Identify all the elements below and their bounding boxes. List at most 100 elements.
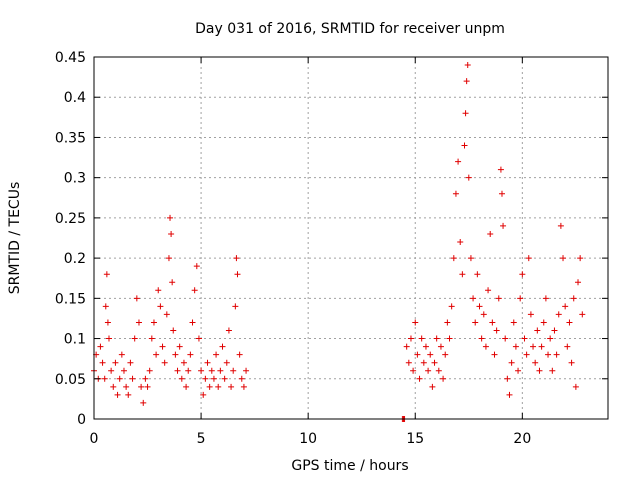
data-point bbox=[480, 311, 487, 318]
data-point bbox=[176, 343, 183, 350]
data-point bbox=[470, 295, 477, 302]
y-tick-label: 0.1 bbox=[64, 332, 86, 348]
data-point bbox=[414, 351, 421, 358]
data-point bbox=[504, 375, 511, 382]
data-point bbox=[566, 319, 573, 326]
x-tick-label: 20 bbox=[513, 431, 531, 447]
x-axis-label: GPS time / hours bbox=[291, 458, 408, 474]
data-point bbox=[517, 295, 524, 302]
data-point bbox=[131, 335, 138, 342]
data-point bbox=[97, 343, 104, 350]
data-point bbox=[525, 255, 532, 262]
data-point bbox=[530, 343, 537, 350]
data-point bbox=[210, 375, 217, 382]
data-point bbox=[167, 214, 174, 221]
data-point bbox=[150, 319, 157, 326]
data-point bbox=[407, 335, 414, 342]
data-point bbox=[403, 343, 410, 350]
data-point bbox=[450, 255, 457, 262]
y-tick-label: 0.15 bbox=[55, 291, 86, 307]
data-point bbox=[545, 351, 552, 358]
data-point bbox=[485, 287, 492, 294]
y-tick-label: 0.35 bbox=[55, 130, 86, 146]
data-point bbox=[491, 351, 498, 358]
data-point bbox=[455, 158, 462, 165]
data-point bbox=[440, 375, 447, 382]
data-point bbox=[422, 343, 429, 350]
data-point bbox=[476, 303, 483, 310]
data-point bbox=[540, 319, 547, 326]
data-point bbox=[223, 359, 230, 366]
data-point bbox=[135, 319, 142, 326]
data-point bbox=[169, 279, 176, 286]
data-point bbox=[459, 271, 466, 278]
data-point bbox=[104, 319, 111, 326]
data-point bbox=[174, 367, 181, 374]
y-tick-label: 0.05 bbox=[55, 372, 86, 388]
data-point bbox=[429, 383, 436, 390]
grid bbox=[94, 57, 608, 419]
data-point bbox=[506, 391, 513, 398]
data-point bbox=[564, 343, 571, 350]
data-point bbox=[230, 367, 237, 374]
data-point bbox=[102, 303, 109, 310]
x-tick-label: 15 bbox=[406, 431, 424, 447]
data-point bbox=[568, 359, 575, 366]
data-point bbox=[161, 359, 168, 366]
data-point bbox=[140, 399, 147, 406]
data-point bbox=[178, 375, 185, 382]
data-point bbox=[523, 351, 530, 358]
data-point bbox=[497, 166, 504, 173]
data-point bbox=[198, 367, 205, 374]
data-point bbox=[418, 335, 425, 342]
data-point bbox=[206, 383, 213, 390]
data-point bbox=[159, 343, 166, 350]
data-point bbox=[527, 311, 534, 318]
data-point bbox=[146, 367, 153, 374]
data-point bbox=[457, 239, 464, 246]
data-point bbox=[172, 351, 179, 358]
chart-title: Day 031 of 2016, SRMTID for receiver unp… bbox=[195, 21, 505, 37]
data-point bbox=[538, 343, 545, 350]
data-point bbox=[133, 295, 140, 302]
y-tick-label: 0.25 bbox=[55, 211, 86, 227]
data-point bbox=[437, 343, 444, 350]
data-point bbox=[410, 367, 417, 374]
data-point bbox=[512, 343, 519, 350]
data-point bbox=[495, 295, 502, 302]
x-tick-label: 5 bbox=[197, 431, 206, 447]
axis-ticks: 0 0.05 0.1 0.15 0.2 0.25 0.3 0.35 0.4 0.45 0 5 10 15 2… bbox=[55, 50, 608, 447]
data-point bbox=[208, 367, 215, 374]
y-tick-label: 0.3 bbox=[64, 171, 86, 187]
data-point bbox=[500, 222, 507, 229]
data-point bbox=[236, 351, 243, 358]
data-point bbox=[547, 335, 554, 342]
data-point bbox=[420, 359, 427, 366]
data-point bbox=[108, 367, 115, 374]
data-point bbox=[191, 287, 198, 294]
data-point bbox=[127, 359, 134, 366]
data-point bbox=[129, 375, 136, 382]
data-point bbox=[431, 359, 438, 366]
data-point bbox=[114, 391, 121, 398]
data-point bbox=[112, 359, 119, 366]
data-point bbox=[138, 383, 145, 390]
data-point bbox=[462, 110, 469, 117]
data-point bbox=[472, 319, 479, 326]
data-point bbox=[155, 287, 162, 294]
data-point bbox=[549, 367, 556, 374]
data-point bbox=[170, 327, 177, 334]
data-point bbox=[232, 303, 239, 310]
data-point bbox=[118, 351, 125, 358]
data-point bbox=[536, 367, 543, 374]
data-point bbox=[575, 279, 582, 286]
data-point bbox=[572, 383, 579, 390]
data-point bbox=[542, 295, 549, 302]
data-point bbox=[427, 351, 434, 358]
data-point bbox=[183, 383, 190, 390]
data-point bbox=[562, 303, 569, 310]
data-point bbox=[148, 335, 155, 342]
data-point bbox=[195, 335, 202, 342]
y-tick-label: 0.2 bbox=[64, 251, 86, 267]
data-point bbox=[116, 375, 123, 382]
